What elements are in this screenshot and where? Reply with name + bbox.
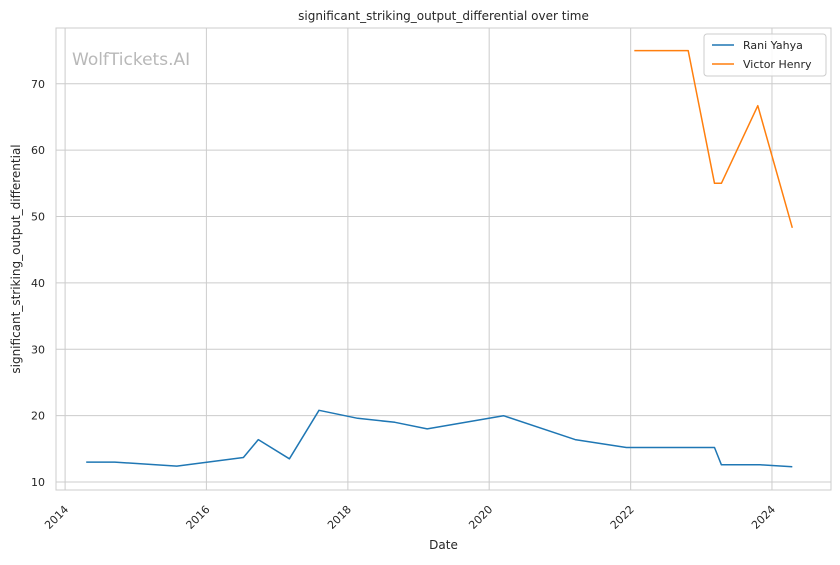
x-axis-title: Date — [429, 538, 458, 552]
x-tick-label-2020: 2020 — [466, 503, 495, 532]
plot-area — [56, 28, 831, 490]
watermark: WolfTickets.AI — [72, 50, 190, 70]
legend-label-victor-henry: Victor Henry — [743, 58, 812, 71]
x-tick-label-2024: 2024 — [749, 503, 778, 532]
y-tick-label-20: 20 — [31, 410, 45, 423]
y-tick-label-40: 40 — [31, 277, 45, 290]
x-tick-label-2016: 2016 — [184, 503, 213, 532]
x-gridlines — [64, 28, 773, 490]
x-tick-labels: 2014 2016 2018 2020 2022 2024 — [42, 503, 778, 532]
y-tick-labels: 10 20 30 40 50 60 70 — [31, 78, 45, 489]
x-tick-label-2018: 2018 — [325, 503, 354, 532]
x-tick-label-2022: 2022 — [608, 503, 637, 532]
legend-label-rani-yahya: Rani Yahya — [743, 39, 803, 52]
series-line-victor-henry — [634, 49, 794, 229]
y-tick-label-60: 60 — [31, 144, 45, 157]
legend-box — [703, 33, 827, 77]
y-tick-label-30: 30 — [31, 343, 45, 356]
y-tick-label-50: 50 — [31, 211, 45, 224]
y-tick-label-70: 70 — [31, 78, 45, 91]
series-layer — [86, 49, 794, 468]
legend: Rani Yahya Victor Henry — [703, 33, 827, 77]
y-tick-label-10: 10 — [31, 476, 45, 489]
y-gridlines — [56, 83, 831, 483]
x-tick-label-2014: 2014 — [42, 503, 71, 532]
y-axis-title: significant_striking_output_differential — [9, 144, 23, 373]
chart-title: significant_striking_output_differential… — [298, 9, 589, 23]
series-line-rani-yahya — [86, 409, 793, 468]
plot-frame — [55, 27, 832, 491]
